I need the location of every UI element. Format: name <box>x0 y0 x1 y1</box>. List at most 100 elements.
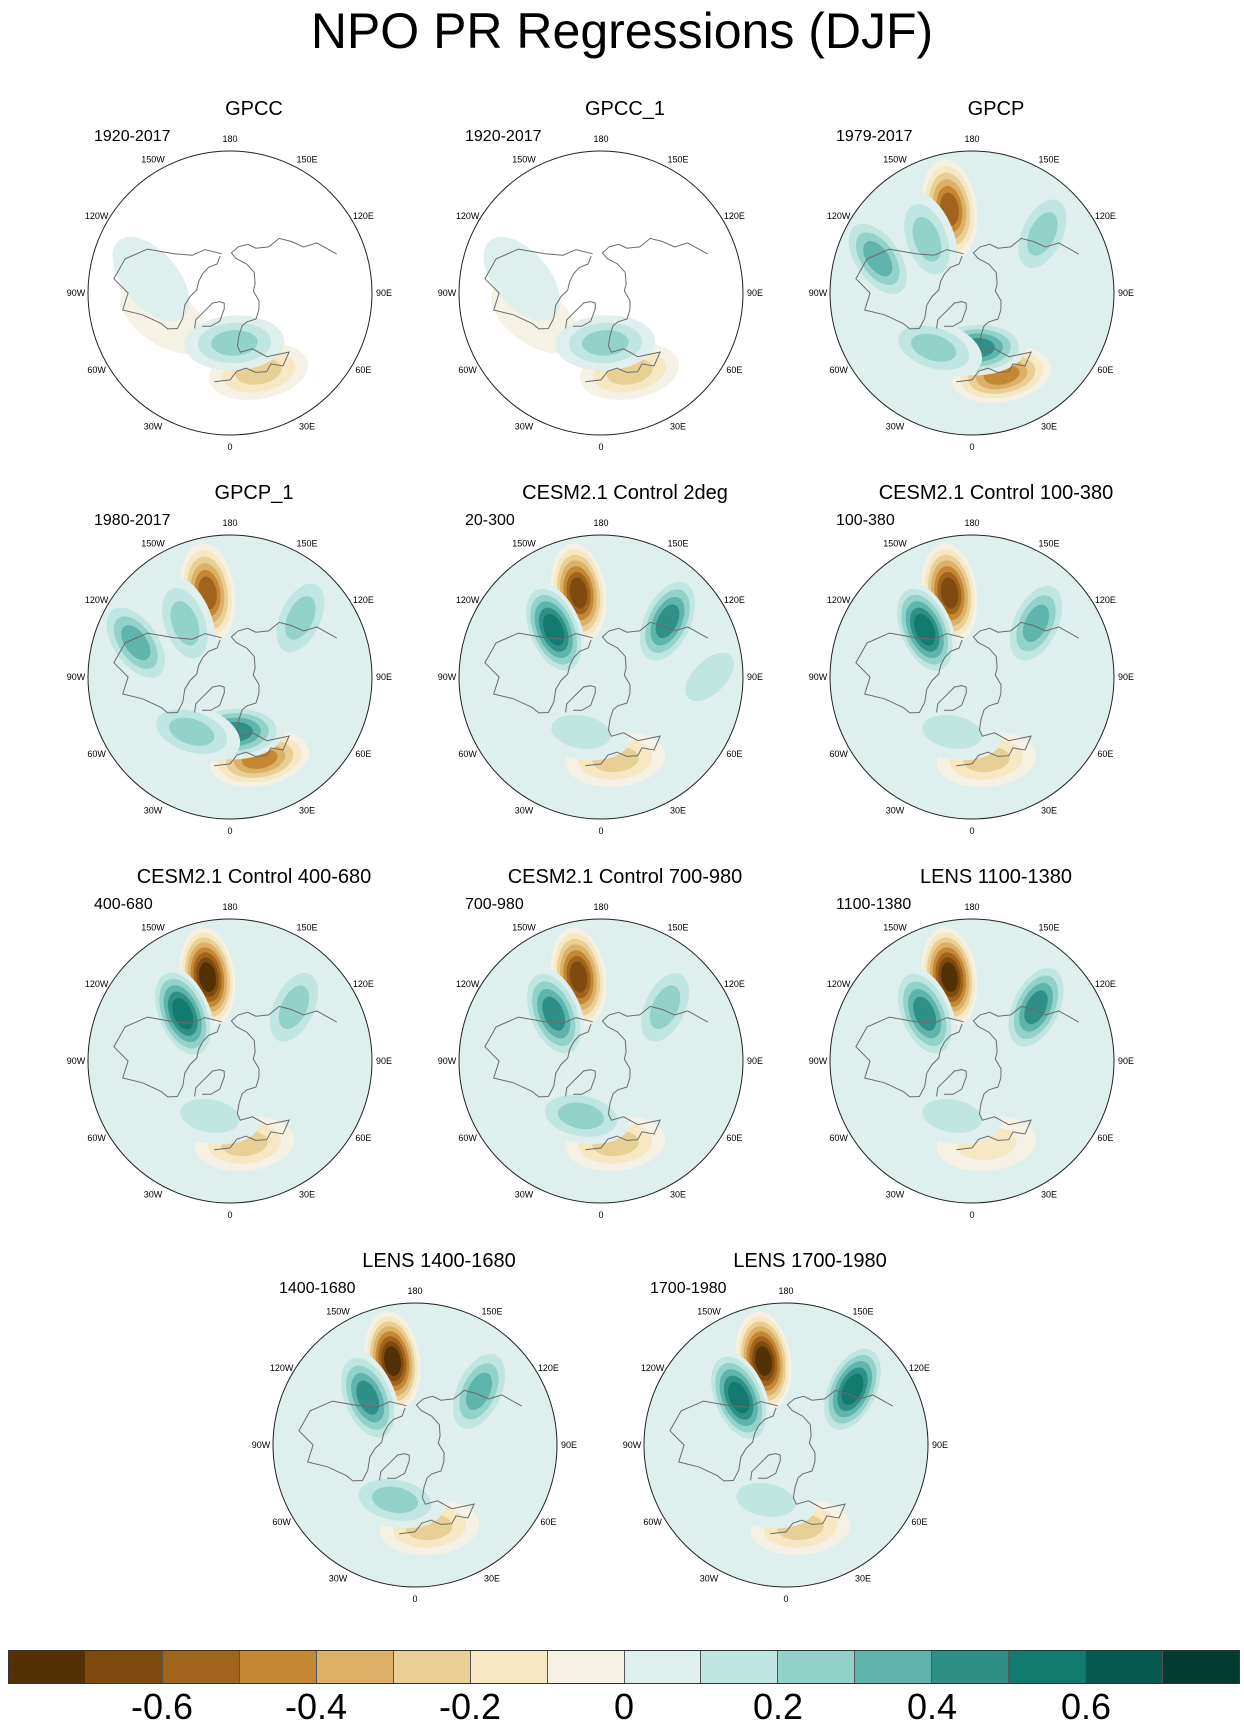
longitude-label: 120W <box>456 595 480 605</box>
longitude-label: 60W <box>87 749 106 759</box>
coastline <box>855 248 964 330</box>
coastline <box>298 1400 407 1482</box>
map-field <box>273 1303 557 1587</box>
longitude-label: 120E <box>1095 211 1116 221</box>
polar-map-cesm-700-980: 180 150E 120E 90E 60E 30E 0 30W 60W 90W 120W 150W <box>438 902 763 1220</box>
anomaly-blob <box>582 330 629 356</box>
anomaly-blob <box>649 985 681 1030</box>
longitude-label: 30W <box>700 1573 719 1583</box>
anomaly-blob <box>465 1372 493 1411</box>
coastline <box>936 1069 967 1097</box>
longitude-label: 120E <box>353 979 374 989</box>
coastline <box>214 237 337 383</box>
coastline <box>113 248 222 330</box>
colorbar-swatch <box>1086 1651 1164 1683</box>
anomaly-blob <box>569 577 588 609</box>
longitude-label: 60W <box>272 1517 291 1527</box>
longitude-label: 90W <box>67 1056 86 1066</box>
longitude-label: 180 <box>964 902 979 912</box>
panel-period: 400-680 <box>94 896 153 913</box>
anomaly-blob <box>169 717 215 746</box>
anomaly-blob <box>285 596 316 640</box>
colorbar: -0.6 -0.4 -0.2 0 0.2 0.4 0.6 <box>8 1650 1240 1726</box>
map-field <box>88 535 372 819</box>
longitude-label: 30E <box>299 805 315 815</box>
longitude-label: 150E <box>1038 539 1059 549</box>
longitude-label: 30W <box>515 1189 534 1199</box>
panel-lens-1700-1980: LENS 1700-1980 1700-1980 180 150E 120E 90E 6… <box>623 1249 990 1619</box>
colorbar-swatch <box>470 1651 548 1683</box>
longitude-label: 30E <box>670 805 686 815</box>
panel-period: 1920-2017 <box>94 128 171 145</box>
coastline <box>585 621 708 767</box>
longitude-label: 60E <box>540 1517 556 1527</box>
longitude-label: 90E <box>376 672 392 682</box>
colorbar-swatch <box>547 1651 625 1683</box>
longitude-label: 0 <box>598 826 603 836</box>
longitude-label: 30W <box>329 1573 348 1583</box>
longitude-label: 0 <box>598 442 603 452</box>
longitude-label: 60E <box>726 749 742 759</box>
colorbar-tick-label: -0.4 <box>284 1686 348 1727</box>
anomaly-blob <box>170 600 200 646</box>
coastline <box>194 685 225 713</box>
polar-map-cesm-400-680: 180 150E 120E 90E 60E 30E 0 30W 60W 90W 120W 150W <box>67 902 392 1220</box>
anomaly-blob <box>841 1373 864 1405</box>
polar-map-lens-1400-1680: 180 150E 120E 90E 60E 30E 0 30W 60W 90W 120W 150W <box>252 1286 577 1604</box>
longitude-label: 120E <box>353 211 374 221</box>
panel-period: 1400-1680 <box>279 1280 356 1297</box>
panel-title: CESM2.1 Control 400-680 <box>136 866 372 888</box>
longitude-label: 30W <box>886 1189 905 1199</box>
longitude-label: 30E <box>299 1189 315 1199</box>
panel-cesm-400-680: CESM2.1 Control 400-680 400-680 180 150E 1… <box>67 865 434 1235</box>
anomaly-blob <box>1024 990 1048 1025</box>
longitude-label: 150E <box>481 1307 502 1317</box>
longitude-label: 60W <box>829 1133 848 1143</box>
coastline <box>855 1016 964 1098</box>
polar-map-cesm-2deg: 180 150E 120E 90E 60E 30E 0 30W 60W 90W 120W 150W <box>438 518 763 836</box>
anomaly-blob <box>941 962 958 993</box>
coastline <box>956 1005 1079 1151</box>
longitude-label: 120E <box>1095 595 1116 605</box>
anomaly-blob <box>755 1346 772 1377</box>
panel-title: GPCC <box>225 98 283 120</box>
anomaly-blob <box>1022 604 1050 643</box>
longitude-label: 120W <box>456 211 480 221</box>
longitude-label: 0 <box>783 1594 788 1604</box>
longitude-label: 90E <box>932 1440 948 1450</box>
polar-map-gpcp-1: 180 150E 120E 90E 60E 30E 0 30W 60W 90W 120W 150W <box>67 518 392 836</box>
panel-title: LENS 1700-1980 <box>733 1250 887 1272</box>
map-field <box>459 919 743 1203</box>
map-rim <box>643 1302 929 1588</box>
longitude-label: 60E <box>1097 1133 1113 1143</box>
colorbar-tick-label: 0.6 <box>1060 1686 1112 1727</box>
longitude-label: 90E <box>1118 672 1134 682</box>
anomaly-blob <box>121 625 151 661</box>
longitude-label: 30E <box>484 1573 500 1583</box>
longitude-label: 150W <box>883 923 907 933</box>
longitude-label: 30W <box>515 421 534 431</box>
longitude-label: 180 <box>778 1286 793 1296</box>
longitude-label: 150W <box>326 1307 350 1317</box>
map-rim <box>829 150 1115 436</box>
coastline <box>585 1005 708 1151</box>
anomaly-blob <box>180 1098 240 1133</box>
colorbar-swatch <box>624 1651 702 1683</box>
coastline <box>484 632 593 714</box>
longitude-label: 120W <box>85 979 109 989</box>
longitude-label: 90E <box>1118 288 1134 298</box>
coastline <box>956 237 1079 383</box>
longitude-label: 120W <box>827 211 851 221</box>
longitude-label: 0 <box>969 826 974 836</box>
longitude-label: 150W <box>141 155 165 165</box>
coastline <box>565 301 596 329</box>
coastline <box>956 621 1079 767</box>
longitude-label: 30W <box>144 421 163 431</box>
colorbar-swatch <box>855 1651 933 1683</box>
longitude-label: 150E <box>1038 923 1059 933</box>
anomaly-blob <box>569 961 588 993</box>
coastline <box>113 632 222 714</box>
longitude-label: 150E <box>667 923 688 933</box>
map-field <box>830 919 1114 1203</box>
anomaly-blob <box>940 577 959 609</box>
